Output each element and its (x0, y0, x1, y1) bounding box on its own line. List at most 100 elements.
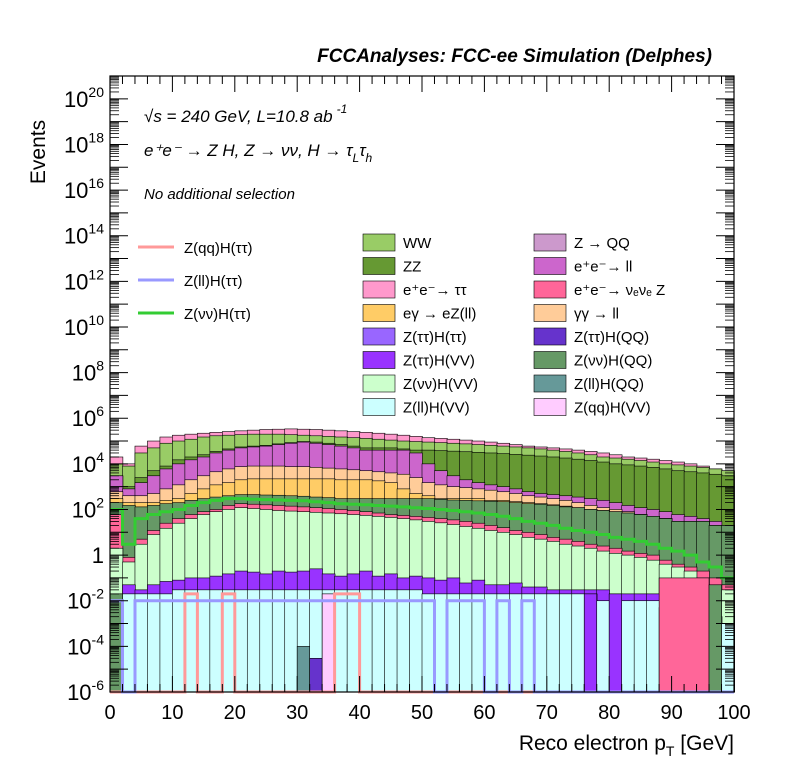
spike-bar (309, 657, 323, 693)
legend-swatch (533, 398, 567, 416)
x-tick-label: 0 (104, 702, 115, 724)
histogram-bar (409, 589, 423, 693)
spike-bar (658, 577, 710, 693)
histogram-bar (159, 593, 174, 693)
y-tick-label: 10-4 (67, 631, 104, 659)
x-axis-ticks: 0 10 20 30 40 50 60 70 80 90 100 (104, 76, 751, 724)
y-tick-label: 1014 (64, 221, 104, 249)
legend-label: Z(νν)H(ττ) (184, 306, 251, 323)
x-tick-label: 70 (536, 702, 558, 724)
legend-swatch (533, 374, 567, 393)
spike-bar (608, 593, 622, 693)
legend-label: Z(ττ)H(QQ) (574, 329, 649, 346)
legend-label: Z(qq)H(VV) (574, 400, 651, 417)
legend-label: eγ → eZ(ll) (403, 306, 476, 323)
histogram-bar (259, 589, 273, 693)
histogram-bar (471, 593, 486, 693)
histogram-bar (209, 589, 224, 693)
x-tick-label: 10 (161, 702, 183, 724)
histogram-bar (596, 600, 610, 693)
histogram-bar (621, 600, 635, 693)
legend-swatch (533, 327, 567, 346)
histogram-bar (359, 589, 373, 693)
histogram-bar (434, 593, 448, 693)
histogram-bar (271, 589, 286, 693)
spike-bar (296, 646, 310, 693)
y-axis-label: Events (27, 120, 50, 184)
histogram-bar (134, 593, 149, 693)
x-tick-label: 60 (473, 702, 495, 724)
histogram-bar (633, 600, 648, 693)
legend-swatch (362, 374, 396, 393)
x-tick-label: 100 (717, 702, 750, 724)
histogram-bar (346, 589, 361, 693)
energy-lumi-label: √s = 240 GeV, L=10.8 ab -1 (144, 102, 347, 126)
histogram-bar (558, 593, 573, 693)
y-tick-label: 1018 (64, 129, 104, 157)
legend-label: WW (403, 235, 432, 252)
legend-swatch (362, 280, 396, 299)
legend-label: Z(ll)H(ττ) (184, 273, 243, 290)
signal-line (110, 497, 734, 580)
legend-label: Z(νν)H(QQ) (574, 353, 652, 370)
y-tick-label: 10-2 (67, 586, 104, 614)
y-axis-ticks: 10-6 10-4 10-2 1 102 104 106 108 1010 1012 1014 101… (64, 76, 734, 705)
legend-label: e⁺e⁻→ ll (574, 259, 632, 276)
x-axis-label: Reco electron pT [GeV] (519, 732, 734, 759)
y-tick-label: 1012 (64, 266, 104, 294)
x-tick-label: 50 (411, 702, 433, 724)
stacked-histogram (109, 428, 735, 693)
histogram-bar (222, 589, 236, 693)
y-tick-label: 104 (72, 449, 104, 477)
histogram-bar (284, 589, 298, 693)
legend-label: Z(qq)H(ττ) (184, 240, 253, 257)
legend: Z(qq)H(ττ) Z(ll)H(ττ) Z(νν)H(ττ) WW ZZ e⁺e⁻→ … (138, 233, 665, 417)
histogram-bar (421, 593, 436, 693)
legend-label: Z → QQ (574, 235, 630, 252)
x-tick-label: 90 (660, 702, 682, 724)
legend-swatch (362, 327, 396, 346)
histogram-bar (234, 589, 248, 693)
histogram-bar (172, 589, 186, 693)
legend-label: ZZ (403, 259, 421, 276)
legend-label: Z(ll)H(QQ) (574, 376, 644, 393)
legend-label: Z(ll)H(VV) (403, 400, 470, 417)
histogram-bar (446, 593, 461, 693)
legend-label: e⁺e⁻→ νₑνₑ Z (574, 282, 665, 299)
legend-label: Z(ττ)H(ττ) (403, 329, 467, 346)
x-tick-label: 80 (598, 702, 620, 724)
legend-swatch (362, 351, 396, 369)
y-tick-label: 1016 (64, 175, 104, 203)
legend-swatch (533, 257, 567, 275)
legend-swatch (533, 233, 567, 252)
x-tick-label: 40 (348, 702, 370, 724)
histogram-bar (546, 593, 560, 693)
histogram-bar (184, 589, 199, 693)
histogram-bar (534, 593, 548, 693)
y-tick-label: 1020 (64, 84, 104, 112)
y-tick-label: 1010 (64, 312, 104, 340)
histogram-bar (122, 593, 136, 693)
histogram-bar (496, 593, 511, 693)
y-tick-label: 106 (72, 403, 104, 431)
legend-swatch (362, 398, 396, 416)
legend-swatch (362, 304, 396, 322)
y-tick-label: 1 (92, 543, 104, 568)
y-tick-label: 108 (72, 358, 104, 386)
process-label: e⁺e⁻ → Z H, Z → νν, H → τLτh (144, 141, 373, 165)
spike-bar (109, 593, 123, 693)
histogram-bar (197, 589, 211, 693)
histogram-bar (571, 593, 585, 693)
legend-label: Z(νν)H(VV) (403, 376, 478, 393)
selection-label: No additional selection (144, 186, 295, 203)
histogram-bar (459, 593, 473, 693)
histogram-bar (246, 589, 261, 693)
legend-swatch (362, 257, 396, 275)
x-tick-label: 20 (224, 702, 246, 724)
spike-bar (583, 593, 598, 693)
histogram-bar (147, 593, 161, 693)
legend-swatch (533, 304, 567, 322)
histogram-bar (334, 589, 348, 693)
legend-label: Z(ττ)H(VV) (403, 353, 475, 370)
histogram-bar (721, 623, 735, 693)
